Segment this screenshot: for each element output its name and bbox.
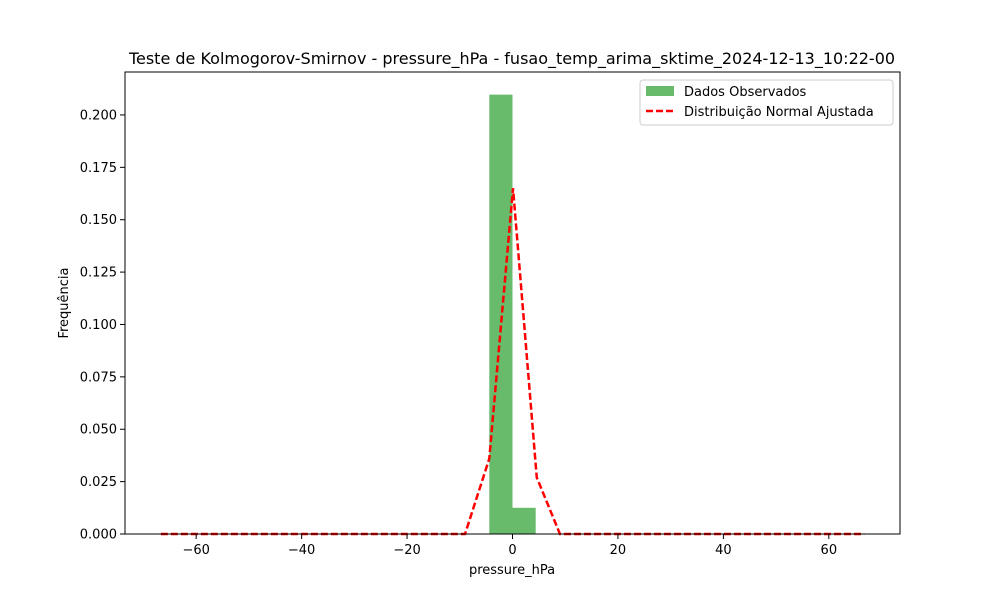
x-axis: −60 −40 −20 0 20 40 60 [182,534,837,558]
y-tick-label: 0.125 [80,266,117,281]
y-axis: 0.000 0.025 0.050 0.075 0.100 0.125 0.150 0.175… [80,108,125,543]
x-axis-label: pressure_hPa [469,563,555,578]
legend-label-observed: Dados Observados [684,85,807,100]
x-tick-label: −60 [182,543,209,558]
histogram-bar-1 [512,507,536,534]
y-tick-label: 0.050 [80,423,117,438]
y-tick-label: 0.000 [80,528,117,543]
histogram-bar-0 [489,94,513,534]
x-tick-label: −20 [393,543,420,558]
x-tick-label: 40 [715,543,732,558]
legend-swatch-observed [646,86,674,96]
x-tick-label: −40 [288,543,315,558]
x-tick-label: 20 [610,543,627,558]
y-tick-label: 0.200 [80,108,117,123]
legend-label-fit: Distribuição Normal Ajustada [684,105,874,120]
y-tick-label: 0.175 [80,161,117,176]
x-tick-label: 60 [821,543,838,558]
y-tick-label: 0.075 [80,370,117,385]
chart-title: Teste de Kolmogorov-Smirnov - pressure_h… [128,49,895,69]
y-axis-label: Frequência [57,267,72,338]
legend-box [639,79,894,126]
y-tick-label: 0.100 [80,318,117,333]
x-tick-label: 0 [508,543,516,558]
legend: Dados Observados Distribuição Normal Aju… [639,79,894,126]
bars-layer [489,94,536,534]
y-tick-label: 0.150 [80,213,117,228]
y-tick-label: 0.025 [80,475,117,490]
